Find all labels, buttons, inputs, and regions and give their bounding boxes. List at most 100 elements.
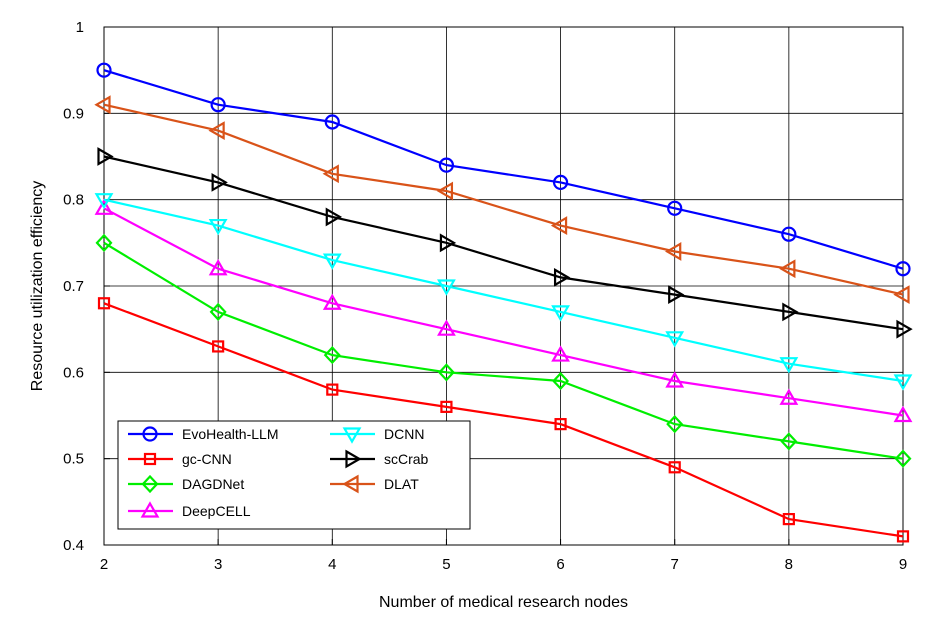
legend-marker — [141, 474, 159, 494]
data-point-dagdnet — [780, 432, 798, 451]
x-tick-label: 2 — [100, 556, 108, 573]
data-point-dagdnet — [437, 363, 455, 382]
legend-label: DeepCELL — [182, 503, 251, 519]
data-point-gc-cnn — [97, 297, 111, 310]
data-point-dagdnet — [323, 345, 341, 365]
data-point-dlat — [322, 164, 339, 184]
legend-item-deepcell: DeepCELL — [128, 501, 251, 519]
data-point-deepcell — [665, 371, 685, 388]
data-point-sccrab — [211, 172, 228, 192]
data-point-dagdnet — [95, 233, 113, 252]
x-tick-label: 7 — [671, 556, 679, 573]
data-point-dcnn — [779, 357, 799, 374]
series-line-deepcell — [103, 207, 904, 417]
data-point-dcnn — [437, 279, 456, 296]
data-point-dagdnet — [552, 371, 570, 391]
legend-label: EvoHealth-LLM — [182, 426, 279, 442]
data-point-deepcell — [322, 293, 342, 310]
data-point-dcnn — [665, 331, 685, 348]
data-point-dcnn — [893, 374, 913, 391]
data-point-deepcell — [893, 405, 913, 423]
series-group — [94, 62, 913, 543]
data-point-gc-cnn — [440, 400, 453, 413]
data-point-gc-cnn — [896, 530, 910, 543]
series-line-dcnn — [103, 198, 904, 383]
legend: EvoHealth-LLM gc-CNN DAGDNet DeepCELL DCNN sc… — [117, 420, 471, 530]
data-point-gc-cnn — [782, 512, 795, 526]
data-point-deepcell — [437, 319, 456, 336]
x-tick-label: 6 — [556, 556, 564, 573]
legend-item-evohealth-llm: EvoHealth-LLM — [128, 426, 279, 442]
series-gc-cnn — [97, 297, 910, 543]
legend-marker — [142, 426, 158, 442]
data-point-dlat — [665, 242, 682, 261]
legend-label: scCrab — [384, 451, 429, 467]
y-tick-label: 0.5 — [63, 451, 84, 468]
data-point-sccrab — [782, 302, 799, 322]
x-tick-label: 3 — [214, 556, 222, 573]
y-tick-label: 0.8 — [63, 192, 84, 209]
data-point-deepcell — [779, 388, 799, 405]
data-point-dagdnet — [209, 302, 227, 322]
legend-item-gc-cnn: gc-CNN — [128, 451, 232, 467]
y-tick-label: 0.6 — [63, 364, 84, 381]
data-point-dlat — [208, 121, 225, 141]
data-point-evohealth-llm — [96, 62, 112, 78]
series-line-dagdnet — [103, 241, 904, 460]
x-tick-label: 5 — [442, 556, 450, 573]
y-tick-label: 0.7 — [63, 278, 84, 295]
data-point-dcnn — [94, 193, 114, 210]
data-point-evohealth-llm — [210, 97, 226, 113]
data-point-evohealth-llm — [667, 200, 683, 216]
data-point-dlat — [779, 259, 796, 279]
data-point-evohealth-llm — [324, 114, 340, 130]
data-point-evohealth-llm — [781, 226, 797, 242]
legend-label: DCNN — [384, 426, 424, 442]
legend-marker — [345, 449, 362, 469]
data-point-sccrab — [325, 207, 342, 227]
series-line-dlat — [103, 103, 904, 296]
x-tick-label: 9 — [899, 556, 907, 573]
y-tick-label: 1 — [76, 19, 84, 36]
legend-item-sccrab: scCrab — [330, 449, 429, 469]
data-point-sccrab — [439, 233, 457, 253]
y-axis-label: Resource utilization efficiency — [29, 181, 46, 391]
data-point-dagdnet — [666, 415, 684, 434]
data-point-dlat — [436, 181, 454, 201]
legend-marker — [143, 452, 157, 466]
series-dlat — [94, 95, 910, 305]
data-point-gc-cnn — [554, 418, 567, 431]
legend-label: DAGDNet — [182, 476, 244, 492]
series-evohealth-llm — [96, 62, 911, 277]
legend-label: gc-CNN — [182, 451, 232, 467]
data-point-sccrab — [553, 267, 571, 287]
data-point-gc-cnn — [668, 461, 681, 474]
legend-item-dcnn: DCNN — [330, 426, 424, 444]
y-tick-label: 0.9 — [63, 105, 84, 122]
data-point-dlat — [94, 95, 111, 115]
y-tick-label: 0.4 — [63, 537, 84, 554]
data-point-evohealth-llm — [552, 174, 569, 190]
data-point-deepcell — [551, 345, 570, 362]
data-point-dcnn — [208, 218, 228, 236]
data-point-dlat — [893, 285, 910, 305]
series-sccrab — [97, 147, 913, 339]
data-point-dcnn — [322, 253, 342, 270]
series-deepcell — [94, 198, 913, 423]
data-point-gc-cnn — [212, 340, 225, 353]
series-line-evohealth-llm — [103, 69, 904, 270]
series-line-gc-cnn — [103, 302, 904, 538]
data-point-evohealth-llm — [438, 157, 455, 173]
legend-marker — [342, 474, 359, 494]
legend-marker — [140, 501, 160, 518]
legend-marker — [342, 427, 362, 444]
series-line-sccrab — [103, 155, 904, 331]
legend-box — [117, 420, 471, 530]
grid-lines — [103, 26, 904, 546]
data-point-dcnn — [551, 305, 570, 322]
data-point-deepcell — [94, 198, 114, 215]
data-point-sccrab — [896, 319, 913, 339]
x-tick-label: 4 — [328, 556, 336, 573]
legend-item-dlat: DLAT — [330, 474, 419, 494]
data-point-deepcell — [208, 259, 228, 276]
